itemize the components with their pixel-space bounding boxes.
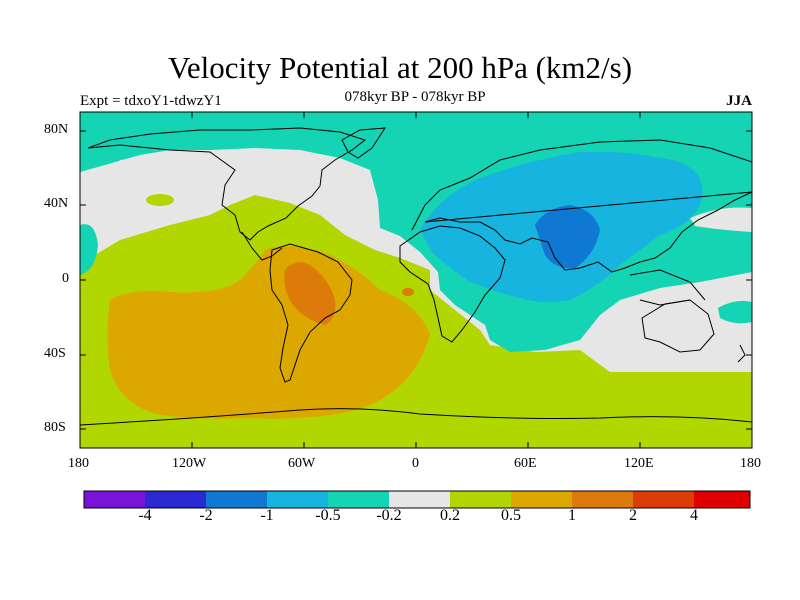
coast-south-america	[269, 243, 353, 383]
lat-label-40s: 40S	[44, 346, 66, 361]
colorbar-swatch-3	[267, 491, 328, 508]
colorbar-frame	[83, 490, 751, 509]
colorbar-swatch-8	[572, 491, 633, 508]
colorbar-label-6: 0.5	[501, 507, 521, 524]
colorbar-swatch-1	[145, 491, 206, 508]
coast-antarctica	[80, 408, 752, 426]
colorbar-label-0: -4	[138, 507, 152, 524]
colorbar-swatch-6	[450, 491, 511, 508]
lat-label-80s: 80S	[44, 420, 66, 435]
coast-greenland	[341, 127, 386, 159]
coast-africa	[399, 225, 506, 343]
coast-central-america	[241, 231, 283, 261]
coastlines	[80, 127, 752, 426]
lon-label-180e: 180	[740, 456, 761, 471]
band-blob-pacific	[146, 194, 174, 206]
colorbar-label-2: -1	[260, 507, 274, 524]
lat-label-40n: 40N	[44, 196, 69, 211]
coast-north-america	[87, 127, 367, 241]
lat-label-0: 0	[62, 271, 69, 286]
lat-label-80n: 80N	[44, 122, 69, 137]
lon-label-60e: 60E	[514, 456, 537, 471]
colorbar-swatch-10	[694, 491, 750, 508]
lon-label-120e: 120E	[624, 456, 654, 471]
colorbar-label-1: -2	[199, 507, 213, 524]
chart-title: Velocity Potential at 200 hPa (km2/s)	[167, 50, 633, 85]
coast-eurasia	[411, 139, 752, 273]
band-blob-atlantic	[402, 288, 414, 296]
colorbar-swatch-5	[389, 491, 450, 508]
band-teal-west	[80, 224, 98, 275]
band-05-1	[107, 246, 430, 419]
colorbar-label-4: -0.2	[376, 507, 402, 524]
coast-new-zealand	[737, 344, 746, 363]
colorbar-label-9: 4	[690, 507, 698, 524]
lon-label-180w: 180	[68, 456, 89, 471]
axis-ticks	[80, 112, 752, 448]
colorbar-label-8: 2	[629, 507, 637, 524]
band-1-2	[284, 262, 336, 325]
band-minus2-minus1	[535, 205, 600, 269]
colorbar-swatch-2	[206, 491, 267, 508]
colorbar-swatch-7	[511, 491, 572, 508]
colorbar-label-5: 0.2	[440, 507, 460, 524]
band-neutral-nw-pacific	[690, 207, 752, 232]
colorbar	[83, 490, 751, 509]
band-teal-east	[718, 300, 752, 324]
colorbar-swatch-4	[328, 491, 389, 508]
colorbar-label-7: 1	[568, 507, 576, 524]
experiment-label: Expt = tdxoY1-tdwzY1	[80, 93, 222, 109]
season-label: JJA	[726, 93, 752, 109]
chart-subtitle: 078kyr BP - 078kyr BP	[344, 89, 486, 105]
colorbar-swatch-9	[633, 491, 694, 508]
lon-label-0: 0	[412, 456, 419, 471]
lon-label-120w: 120W	[172, 456, 207, 471]
contour-fill	[80, 112, 752, 448]
colorbar-label-3: -0.5	[315, 507, 341, 524]
colorbar-swatch-0	[84, 491, 145, 508]
coast-australia	[641, 299, 715, 353]
lon-label-60w: 60W	[288, 456, 316, 471]
